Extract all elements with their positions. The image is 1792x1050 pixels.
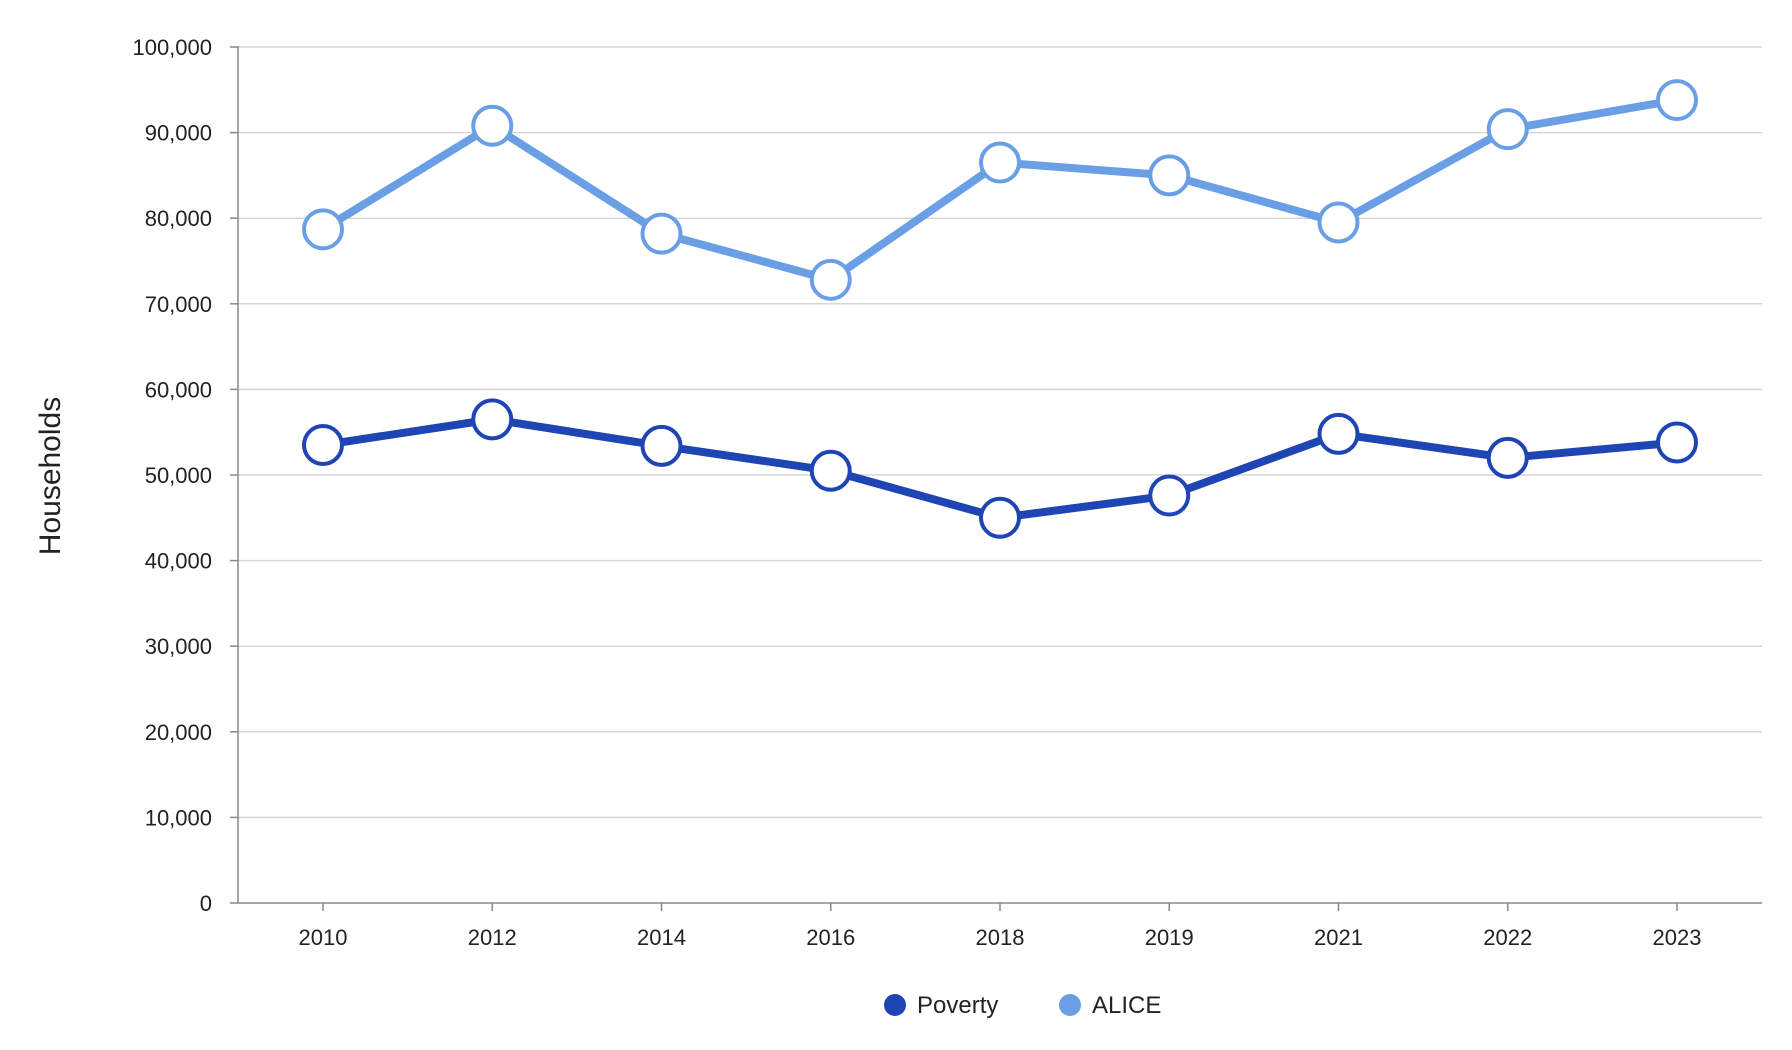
y-tick-label: 40,000 (145, 549, 212, 574)
legend-label: ALICE (1092, 992, 1161, 1019)
y-tick-label: 90,000 (145, 121, 212, 146)
y-tick-label: 10,000 (145, 805, 212, 830)
legend-marker (1059, 994, 1081, 1016)
x-axis-ticks: 2010 2012 2014 2016 2018 2019 2021 2022 2023 (299, 903, 1702, 950)
data-point[interactable] (640, 424, 683, 467)
data-point[interactable] (1486, 436, 1529, 479)
x-tick-label: 2016 (806, 925, 855, 950)
y-tick-label: 20,000 (145, 720, 212, 745)
data-point[interactable] (1486, 108, 1529, 151)
legend-item-poverty[interactable]: Poverty (884, 992, 998, 1019)
y-tick-label: 70,000 (145, 292, 212, 317)
data-point[interactable] (302, 208, 344, 251)
legend-label: Poverty (917, 992, 998, 1019)
y-tick-label: 30,000 (145, 634, 212, 659)
legend-item-alice[interactable]: ALICE (1059, 992, 1161, 1019)
y-tick-label: 80,000 (145, 206, 212, 231)
series-layer (302, 79, 1698, 539)
x-tick-label: 2019 (1145, 925, 1194, 950)
y-tick-label: 50,000 (145, 463, 212, 488)
y-tick-label: 0 (200, 891, 212, 916)
series-line (319, 96, 1681, 284)
gridlines (238, 46, 1762, 819)
data-point[interactable] (1317, 201, 1360, 244)
x-tick-label: 2018 (976, 925, 1025, 950)
legend[interactable]: Poverty ALICE (884, 992, 1161, 1019)
data-point[interactable] (471, 104, 514, 147)
data-point[interactable] (302, 424, 344, 467)
x-tick-label: 2023 (1653, 925, 1702, 950)
legend-marker (884, 994, 906, 1016)
data-point[interactable] (1656, 79, 1698, 122)
data-point[interactable] (1148, 154, 1191, 197)
y-tick-label: 100,000 (132, 35, 212, 60)
data-point[interactable] (809, 258, 852, 301)
series-alice (302, 79, 1698, 301)
x-tick-label: 2012 (468, 925, 517, 950)
x-tick-label: 2014 (637, 925, 686, 950)
data-point[interactable] (640, 212, 683, 255)
y-axis-ticks: 0 10,000 20,000 30,000 40,000 50,000 60,000 70,… (132, 35, 238, 916)
series-poverty (302, 398, 1698, 539)
data-point[interactable] (979, 496, 1021, 539)
y-tick-label: 60,000 (145, 377, 212, 402)
x-tick-label: 2021 (1314, 925, 1363, 950)
x-tick-label: 2010 (299, 925, 348, 950)
data-point[interactable] (979, 141, 1021, 184)
data-point[interactable] (471, 398, 514, 441)
data-point[interactable] (1148, 474, 1191, 517)
data-point[interactable] (1656, 421, 1698, 464)
x-tick-label: 2022 (1483, 925, 1532, 950)
data-point[interactable] (1317, 412, 1360, 455)
data-point[interactable] (809, 449, 852, 492)
y-axis-label: Households (34, 397, 67, 555)
